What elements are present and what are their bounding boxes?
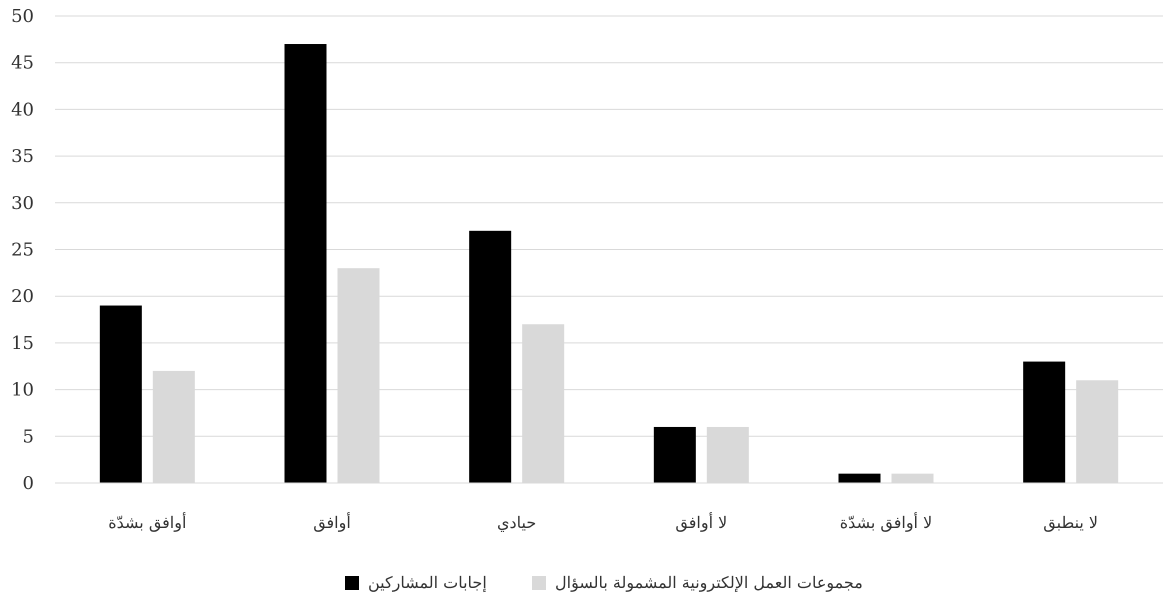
x-category-label: أوافق — [313, 512, 351, 532]
legend-swatch-work-groups — [532, 576, 546, 590]
bar-participants — [284, 44, 327, 484]
y-tick-label: 15 — [11, 333, 34, 354]
x-axis-labels: أوافق بشدّة أوافق حيادي لا أوافق لا أوافق بش… — [108, 512, 1098, 532]
x-category-label: لا أوافق بشدّة — [840, 512, 932, 532]
legend: إجابات المشاركين مجموعات العمل الإلكترون… — [345, 573, 863, 592]
y-tick-label: 40 — [11, 99, 34, 120]
bar-work-groups — [152, 370, 195, 483]
legend-label-work-groups: مجموعات العمل الإلكترونية المشمولة بالسؤ… — [555, 573, 863, 592]
x-category-label: لا ينطبق — [1043, 513, 1098, 532]
bar-work-groups — [337, 268, 380, 483]
bars — [55, 44, 1163, 484]
y-tick-label: 20 — [11, 286, 34, 307]
bar-participants — [838, 473, 881, 483]
bar-participants — [99, 305, 142, 483]
y-tick-label: 35 — [11, 146, 34, 167]
bar-work-groups — [522, 324, 565, 483]
x-category-label: أوافق بشدّة — [108, 512, 186, 532]
bar-participants — [469, 230, 512, 483]
legend-label-participants: إجابات المشاركين — [368, 573, 487, 592]
gridlines — [55, 15, 1163, 484]
y-tick-label: 30 — [11, 193, 34, 214]
y-tick-label: 5 — [23, 426, 34, 447]
y-tick-label: 25 — [11, 240, 34, 261]
bar-work-groups — [1076, 380, 1119, 483]
y-tick-label: 50 — [11, 6, 34, 27]
y-axis-ticks: 0 5 10 15 20 25 30 35 40 45 50 — [11, 6, 34, 494]
y-tick-label: 45 — [11, 53, 34, 74]
bar-participants — [653, 426, 696, 483]
y-tick-label: 0 — [23, 473, 34, 494]
y-tick-label: 10 — [11, 380, 34, 401]
bar-participants — [1023, 361, 1066, 483]
legend-swatch-participants — [345, 576, 359, 590]
bar-work-groups — [706, 426, 749, 483]
bar-work-groups — [891, 473, 934, 483]
x-category-label: لا أوافق — [675, 512, 727, 532]
x-category-label: حيادي — [497, 513, 536, 532]
